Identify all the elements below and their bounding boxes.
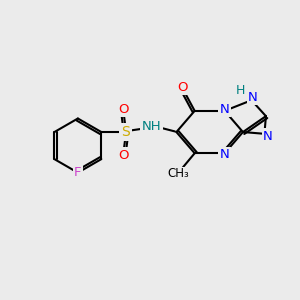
Text: N: N	[248, 91, 258, 104]
Text: O: O	[119, 103, 129, 116]
Text: F: F	[74, 166, 82, 179]
Text: H: H	[236, 84, 245, 97]
Text: O: O	[119, 148, 129, 161]
Text: NH: NH	[142, 120, 161, 133]
Text: N: N	[220, 148, 230, 161]
Text: CH₃: CH₃	[168, 167, 189, 180]
Text: O: O	[178, 81, 188, 94]
Text: N: N	[220, 103, 230, 116]
Text: N: N	[263, 130, 273, 143]
Text: S: S	[121, 125, 130, 139]
